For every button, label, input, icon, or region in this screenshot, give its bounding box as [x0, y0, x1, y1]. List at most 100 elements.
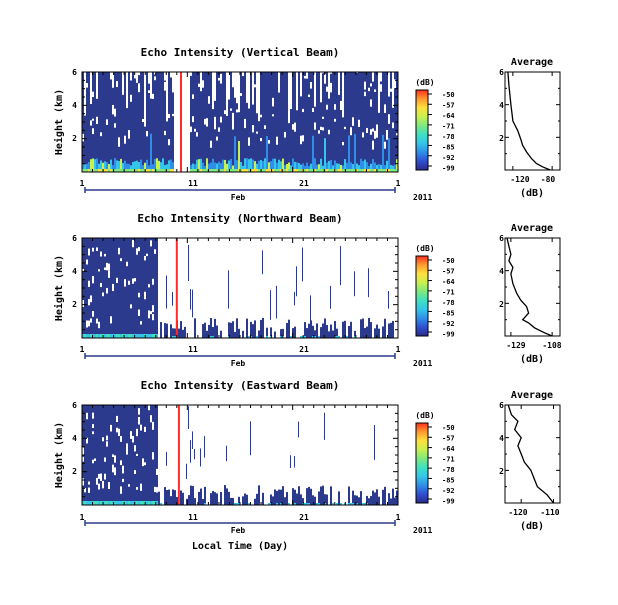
heatmap-cell — [254, 498, 256, 505]
heatmap-gap — [126, 261, 128, 267]
heatmap-cell — [98, 72, 100, 172]
heatmap-cell — [138, 169, 140, 172]
heatmap-cell — [224, 159, 226, 172]
heatmap-cell — [288, 319, 290, 338]
panel-northward-beam: Echo Intensity (Northward Beam) Height (… — [53, 212, 562, 368]
heatmap-cell — [324, 494, 326, 505]
heatmap-gap — [370, 129, 372, 135]
heatmap-gap — [88, 280, 90, 287]
heatmap-cell — [150, 169, 152, 172]
heatmap-gap — [102, 437, 104, 442]
heatmap-cell — [374, 162, 376, 172]
heatmap-cell — [138, 238, 140, 338]
heatmap-cell — [164, 169, 166, 172]
heatmap-cell — [154, 405, 156, 505]
heatmap-cell — [152, 238, 154, 338]
heatmap-cell — [202, 72, 204, 172]
heatmap-cell — [162, 72, 164, 172]
heatmap-cell — [192, 169, 194, 172]
heatmap-cell — [206, 158, 208, 172]
heatmap-cell — [94, 238, 96, 338]
heatmap-cell — [128, 405, 130, 505]
heatmap-gap — [138, 72, 140, 76]
x-tick-label: 11 — [188, 345, 198, 354]
heatmap-cell — [216, 72, 218, 172]
heatmap-cell — [132, 72, 134, 172]
heatmap-cell — [210, 169, 212, 172]
heatmap-cell — [266, 336, 268, 338]
heatmap-gap — [164, 81, 166, 91]
profile-y-tick-label: 2 — [499, 467, 504, 476]
heatmap-cell — [188, 406, 189, 429]
heatmap-cell — [156, 501, 158, 505]
heatmap-cell — [126, 405, 128, 505]
y-tick-label: 6 — [72, 234, 77, 243]
heatmap-gap — [302, 108, 304, 113]
heatmap-cell — [326, 325, 328, 338]
heatmap-gap — [90, 295, 92, 303]
heatmap-gap — [144, 291, 146, 300]
heatmap-cell — [260, 319, 262, 338]
heatmap-cell — [208, 163, 210, 172]
heatmap-cell — [192, 289, 193, 318]
heatmap-gap — [334, 118, 336, 122]
heatmap-cell — [216, 163, 218, 172]
heatmap-cell — [286, 169, 288, 172]
heatmap-cell — [224, 169, 226, 172]
colorbar-tick-label: -64 — [442, 112, 455, 120]
heatmap-cell — [378, 104, 380, 172]
heatmap-gap — [276, 138, 278, 145]
heatmap-cell — [298, 72, 300, 172]
heatmap-gap — [98, 321, 100, 329]
heatmap-cell — [154, 501, 156, 505]
heatmap-cell — [340, 246, 341, 286]
heatmap-cell — [142, 238, 144, 338]
heatmap-cell — [370, 169, 372, 172]
profile-title: Average — [511, 223, 553, 234]
heatmap-gap — [288, 98, 290, 101]
heatmap-gap — [112, 283, 114, 292]
heatmap-cell — [192, 431, 193, 449]
heatmap-cell — [122, 162, 124, 172]
heatmap-cell — [128, 169, 130, 172]
heatmap-cell — [352, 169, 354, 172]
heatmap-gap — [132, 239, 134, 248]
heatmap-cell — [304, 503, 306, 505]
profile-y-tick-label: 6 — [499, 401, 504, 410]
heatmap-cell — [352, 490, 354, 505]
heatmap-cell — [254, 169, 256, 172]
heatmap-cell — [366, 169, 368, 172]
profile-y-tick-label: 6 — [499, 234, 504, 243]
heatmap-cell — [284, 169, 286, 172]
heatmap-cell — [262, 250, 263, 275]
heatmap-cell — [370, 322, 372, 338]
heatmap-gap — [226, 99, 228, 108]
heatmap-cell — [278, 159, 280, 172]
heatmap-cell — [314, 158, 316, 172]
heatmap-gap — [272, 114, 274, 117]
y-tick-label: 4 — [72, 434, 77, 443]
heatmap-cell — [128, 334, 130, 338]
heatmap-cell — [340, 165, 342, 172]
heatmap-gap — [102, 480, 104, 489]
y-tick-label: 6 — [72, 401, 77, 410]
heatmap-gap — [138, 408, 140, 415]
heatmap-cell — [186, 463, 187, 479]
heatmap-cell — [264, 169, 266, 172]
year-label: 2011 — [413, 193, 432, 202]
heatmap-gap — [380, 84, 382, 92]
heatmap-cell — [100, 72, 102, 172]
heatmap-cell — [232, 169, 234, 172]
heatmap-cell — [350, 162, 352, 172]
heatmap-cell — [86, 163, 88, 172]
heatmap-cell — [338, 163, 340, 172]
heatmap-cell — [382, 326, 384, 338]
colorbar-tick-label: -92 — [442, 320, 455, 328]
heatmap-cell — [210, 162, 212, 172]
heatmap-cell — [116, 238, 118, 338]
heatmap-gap — [130, 94, 132, 102]
heatmap-cell — [298, 169, 300, 172]
heatmap-cell — [314, 496, 316, 505]
heatmap-gap — [300, 135, 302, 145]
